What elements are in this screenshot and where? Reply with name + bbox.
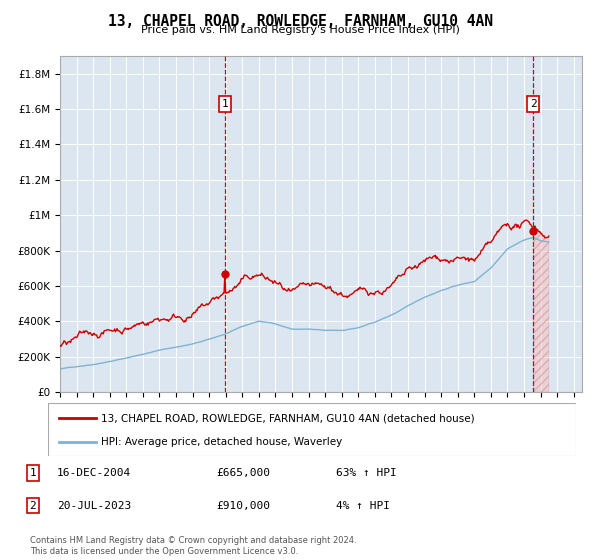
Text: £665,000: £665,000 (216, 468, 270, 478)
Text: 20-JUL-2023: 20-JUL-2023 (57, 501, 131, 511)
Text: 13, CHAPEL ROAD, ROWLEDGE, FARNHAM, GU10 4AN: 13, CHAPEL ROAD, ROWLEDGE, FARNHAM, GU10… (107, 14, 493, 29)
Text: 1: 1 (221, 99, 229, 109)
Text: Price paid vs. HM Land Registry's House Price Index (HPI): Price paid vs. HM Land Registry's House … (140, 25, 460, 35)
Text: 1: 1 (29, 468, 37, 478)
Text: 4% ↑ HPI: 4% ↑ HPI (336, 501, 390, 511)
Text: HPI: Average price, detached house, Waverley: HPI: Average price, detached house, Wave… (101, 436, 342, 446)
Text: 16-DEC-2004: 16-DEC-2004 (57, 468, 131, 478)
FancyBboxPatch shape (48, 403, 576, 456)
Text: 63% ↑ HPI: 63% ↑ HPI (336, 468, 397, 478)
Text: 2: 2 (29, 501, 37, 511)
Text: £910,000: £910,000 (216, 501, 270, 511)
Text: 2: 2 (530, 99, 536, 109)
Text: 13, CHAPEL ROAD, ROWLEDGE, FARNHAM, GU10 4AN (detached house): 13, CHAPEL ROAD, ROWLEDGE, FARNHAM, GU10… (101, 413, 475, 423)
Text: Contains HM Land Registry data © Crown copyright and database right 2024.
This d: Contains HM Land Registry data © Crown c… (30, 536, 356, 556)
